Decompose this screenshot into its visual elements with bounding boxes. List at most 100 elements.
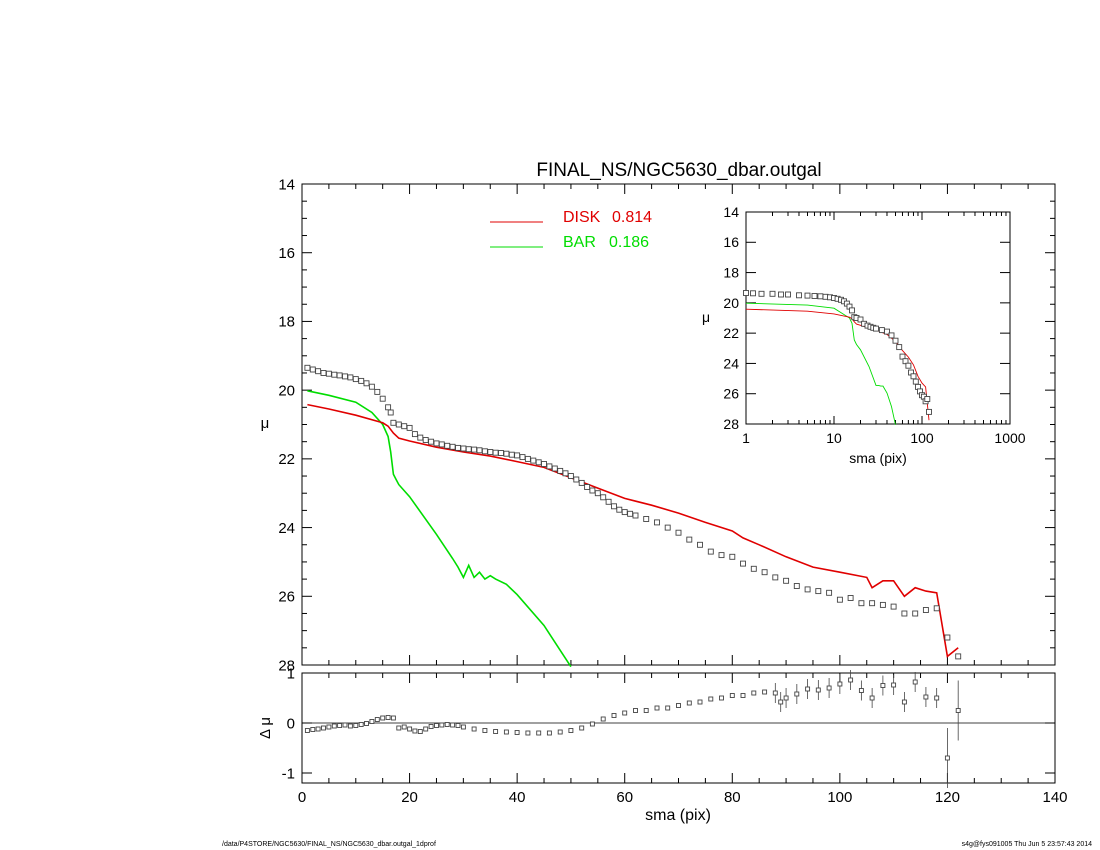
inset-data-point [910, 373, 917, 380]
residual-point [514, 730, 520, 735]
inset-x-tick-label: 1000 [994, 430, 1025, 446]
residual-point [901, 699, 907, 705]
data-point [858, 600, 865, 607]
disk-line [307, 403, 959, 658]
data-point [535, 459, 542, 466]
residual-point [944, 755, 950, 761]
inset-plot-frame [745, 211, 1011, 425]
residual-point [401, 724, 407, 730]
y-tick-label: 14 [723, 204, 739, 220]
residual-point [837, 681, 843, 687]
main-y-axis-label: μ [261, 415, 270, 432]
data-point [707, 548, 714, 555]
residual-point [326, 724, 332, 730]
inset-data-point [924, 396, 931, 402]
data-point [912, 610, 919, 617]
data-point [433, 440, 440, 447]
residual-point [686, 700, 692, 706]
data-point [793, 583, 800, 589]
residual-point [794, 691, 800, 697]
inset-data-point [750, 290, 756, 297]
residual-point [826, 685, 832, 691]
x-tick-label: 120 [935, 789, 960, 806]
data-point [395, 421, 402, 428]
y-tick-label: 28 [278, 657, 295, 674]
residual-y-axis-label: Δ μ [257, 717, 274, 739]
data-point [869, 600, 876, 607]
residual-point [503, 729, 509, 735]
footer-timestamp: s4g@fys091005 Thu Jun 5 23:57:43 2014 [961, 841, 1092, 848]
data-point [358, 377, 365, 384]
residual-point [331, 723, 337, 729]
data-point [686, 536, 693, 543]
data-point [541, 461, 547, 467]
data-point [584, 484, 591, 490]
y-tick-label: 20 [278, 382, 295, 399]
data-point [465, 446, 472, 453]
y-tick-label: 26 [723, 386, 739, 402]
data-point [347, 374, 354, 381]
data-point [487, 449, 494, 455]
y-tick-label: 18 [723, 264, 739, 280]
residual-point [412, 728, 418, 734]
inset-data-point [804, 292, 811, 299]
residual-point [482, 728, 488, 733]
data-point [783, 577, 790, 584]
data-point [514, 452, 521, 459]
residual-point [633, 708, 638, 713]
data-point [578, 479, 585, 486]
data-point [498, 450, 504, 456]
inset-data-point [778, 291, 784, 298]
data-point [374, 388, 381, 395]
data-point [401, 423, 408, 430]
data-point [675, 529, 682, 536]
data-point [363, 380, 370, 387]
data-point [336, 372, 343, 379]
data-point [847, 595, 854, 601]
residual-point [374, 717, 380, 722]
chart-title: FINAL_NS/NGC5630_dbar.outgal [536, 160, 821, 181]
x-tick-label: 80 [724, 789, 741, 806]
data-point [600, 494, 607, 501]
residual-point [337, 723, 343, 728]
residual-point [697, 699, 703, 705]
residual-point [772, 690, 778, 696]
inset-data-point [785, 291, 791, 298]
legend-disk-name: DISK [563, 209, 601, 226]
data-point [352, 376, 359, 383]
y-tick-label: 16 [723, 234, 739, 250]
residual-point [439, 722, 445, 728]
data-point [417, 434, 424, 441]
residual-point [740, 693, 746, 698]
inset-data-point [912, 378, 919, 385]
data-point [573, 476, 580, 483]
data-point [331, 371, 338, 378]
data-point [471, 446, 478, 453]
inset-x-tick-label: 100 [910, 430, 934, 446]
inset-x-axis: 1 10 100 1000 [742, 212, 1026, 446]
residual-point [815, 687, 821, 693]
data-point [460, 445, 467, 452]
residual-data-points [304, 670, 961, 788]
inset-y-axis: 14 16 18 20 22 24 26 28 [723, 204, 1010, 432]
residual-point [880, 683, 886, 688]
residual-point [493, 729, 499, 734]
inset-data-point [926, 408, 932, 415]
residual-y-axis: -1 0 1 [282, 665, 1055, 782]
data-point [697, 541, 703, 548]
inset-data-points [743, 290, 932, 415]
data-point [562, 470, 569, 477]
residual-point [342, 722, 348, 728]
y-tick-label: 26 [278, 589, 295, 606]
data-point [804, 586, 811, 593]
data-point [933, 605, 940, 612]
residual-point [358, 722, 364, 727]
residual-point [729, 693, 735, 698]
data-point [304, 364, 311, 371]
data-point [524, 455, 531, 462]
residual-point [385, 715, 391, 720]
data-point [772, 574, 779, 581]
data-point [508, 451, 515, 458]
residual-point [783, 695, 789, 701]
